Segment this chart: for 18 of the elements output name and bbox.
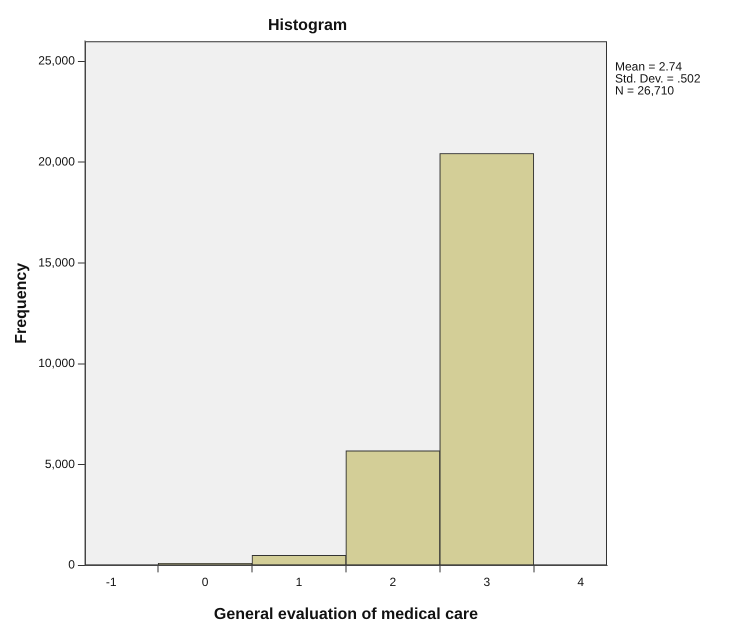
y-tick-label: 25,000	[38, 54, 76, 68]
y-axis-title: Frequency	[13, 262, 30, 344]
text: Mean = 2.74	[615, 60, 682, 74]
y-tick-label: 15,000	[38, 255, 76, 270]
y-tick-label: 10,000	[38, 356, 76, 370]
chart-title: Histogram	[268, 17, 348, 34]
y-tick-label: 20,000	[38, 154, 76, 168]
y-tick-label: 5,000	[44, 456, 76, 471]
x-tick-label: 1	[296, 574, 303, 589]
x-tick-label: 3	[483, 574, 490, 589]
x-tick-label: 4	[577, 574, 584, 589]
x-tick-label: 2	[390, 574, 397, 589]
y-tick-label: 0	[68, 558, 76, 572]
x-tick-label: -1	[106, 574, 117, 589]
x-tick-label: 0	[202, 574, 209, 589]
x-axis-title: General evaluation of medical care	[214, 606, 478, 623]
text: N = 26,710	[615, 84, 674, 98]
text: Std. Dev. = .502	[615, 72, 701, 86]
